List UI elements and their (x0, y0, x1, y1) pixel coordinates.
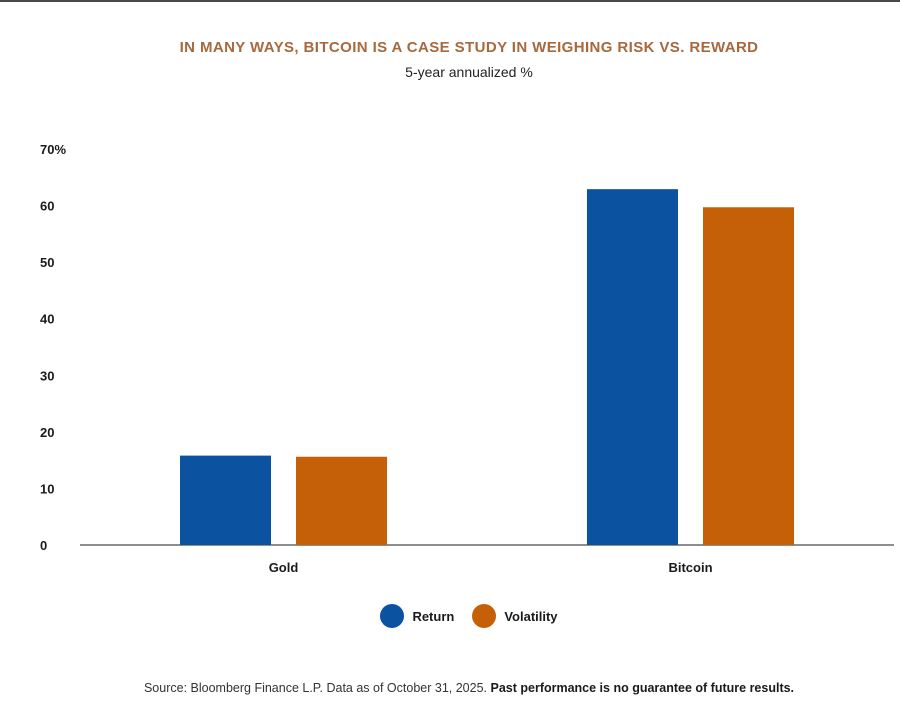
y-tick-label: 0 (40, 538, 47, 553)
legend-label-volatility: Volatility (504, 608, 558, 624)
legend-item-volatility: Volatility (472, 604, 558, 628)
legend-swatch-volatility (472, 604, 497, 628)
y-tick-label: 40 (40, 312, 54, 327)
legend: Return Volatility (0, 604, 900, 628)
legend-label-return: Return (412, 608, 455, 624)
legend-swatch-return (380, 604, 405, 628)
chart-subtitle: 5-year annualized % (405, 64, 533, 80)
bar-gold-return (180, 455, 271, 545)
legend-item-return: Return (380, 604, 454, 628)
x-category-label: Bitcoin (668, 560, 712, 575)
bar-bitcoin-volatility (703, 207, 794, 546)
x-category-label: Gold (269, 560, 299, 575)
y-tick-label: 10 (40, 481, 54, 496)
bar-gold-volatility (296, 456, 387, 545)
chart-title: IN MANY WAYS, BITCOIN IS A CASE STUDY IN… (179, 39, 759, 56)
bar-bitcoin-return (587, 189, 678, 545)
top-rule (0, 0, 900, 2)
y-tick-label: 30 (40, 368, 54, 383)
y-tick-label: 70% (40, 142, 66, 157)
y-tick-label: 50 (40, 255, 54, 270)
source-note: Source: Bloomberg Finance L.P. Data as o… (0, 681, 900, 695)
source-text: Source: Bloomberg Finance L.P. Data as o… (143, 681, 487, 695)
disclaimer-text: Past performance is no guarantee of futu… (490, 681, 795, 695)
y-tick-label: 60 (40, 199, 54, 214)
y-tick-label: 20 (40, 425, 54, 440)
